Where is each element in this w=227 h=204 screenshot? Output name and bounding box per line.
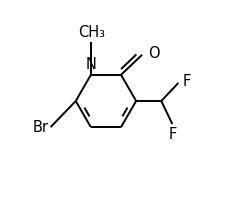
Text: O: O [147, 46, 159, 61]
Text: F: F [168, 127, 176, 142]
Text: F: F [182, 74, 190, 89]
Text: CH₃: CH₃ [78, 25, 105, 40]
Text: N: N [85, 57, 96, 72]
Text: Br: Br [32, 120, 48, 135]
